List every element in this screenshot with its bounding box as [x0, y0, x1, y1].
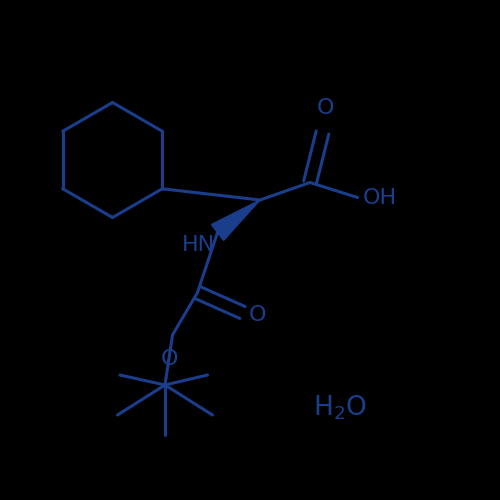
Text: O: O: [161, 349, 178, 369]
Text: O: O: [316, 98, 334, 118]
Polygon shape: [212, 200, 260, 240]
Text: OH: OH: [362, 188, 396, 208]
Text: O: O: [248, 305, 266, 325]
Text: HN: HN: [182, 235, 215, 255]
Text: H$_2$O: H$_2$O: [313, 393, 367, 422]
